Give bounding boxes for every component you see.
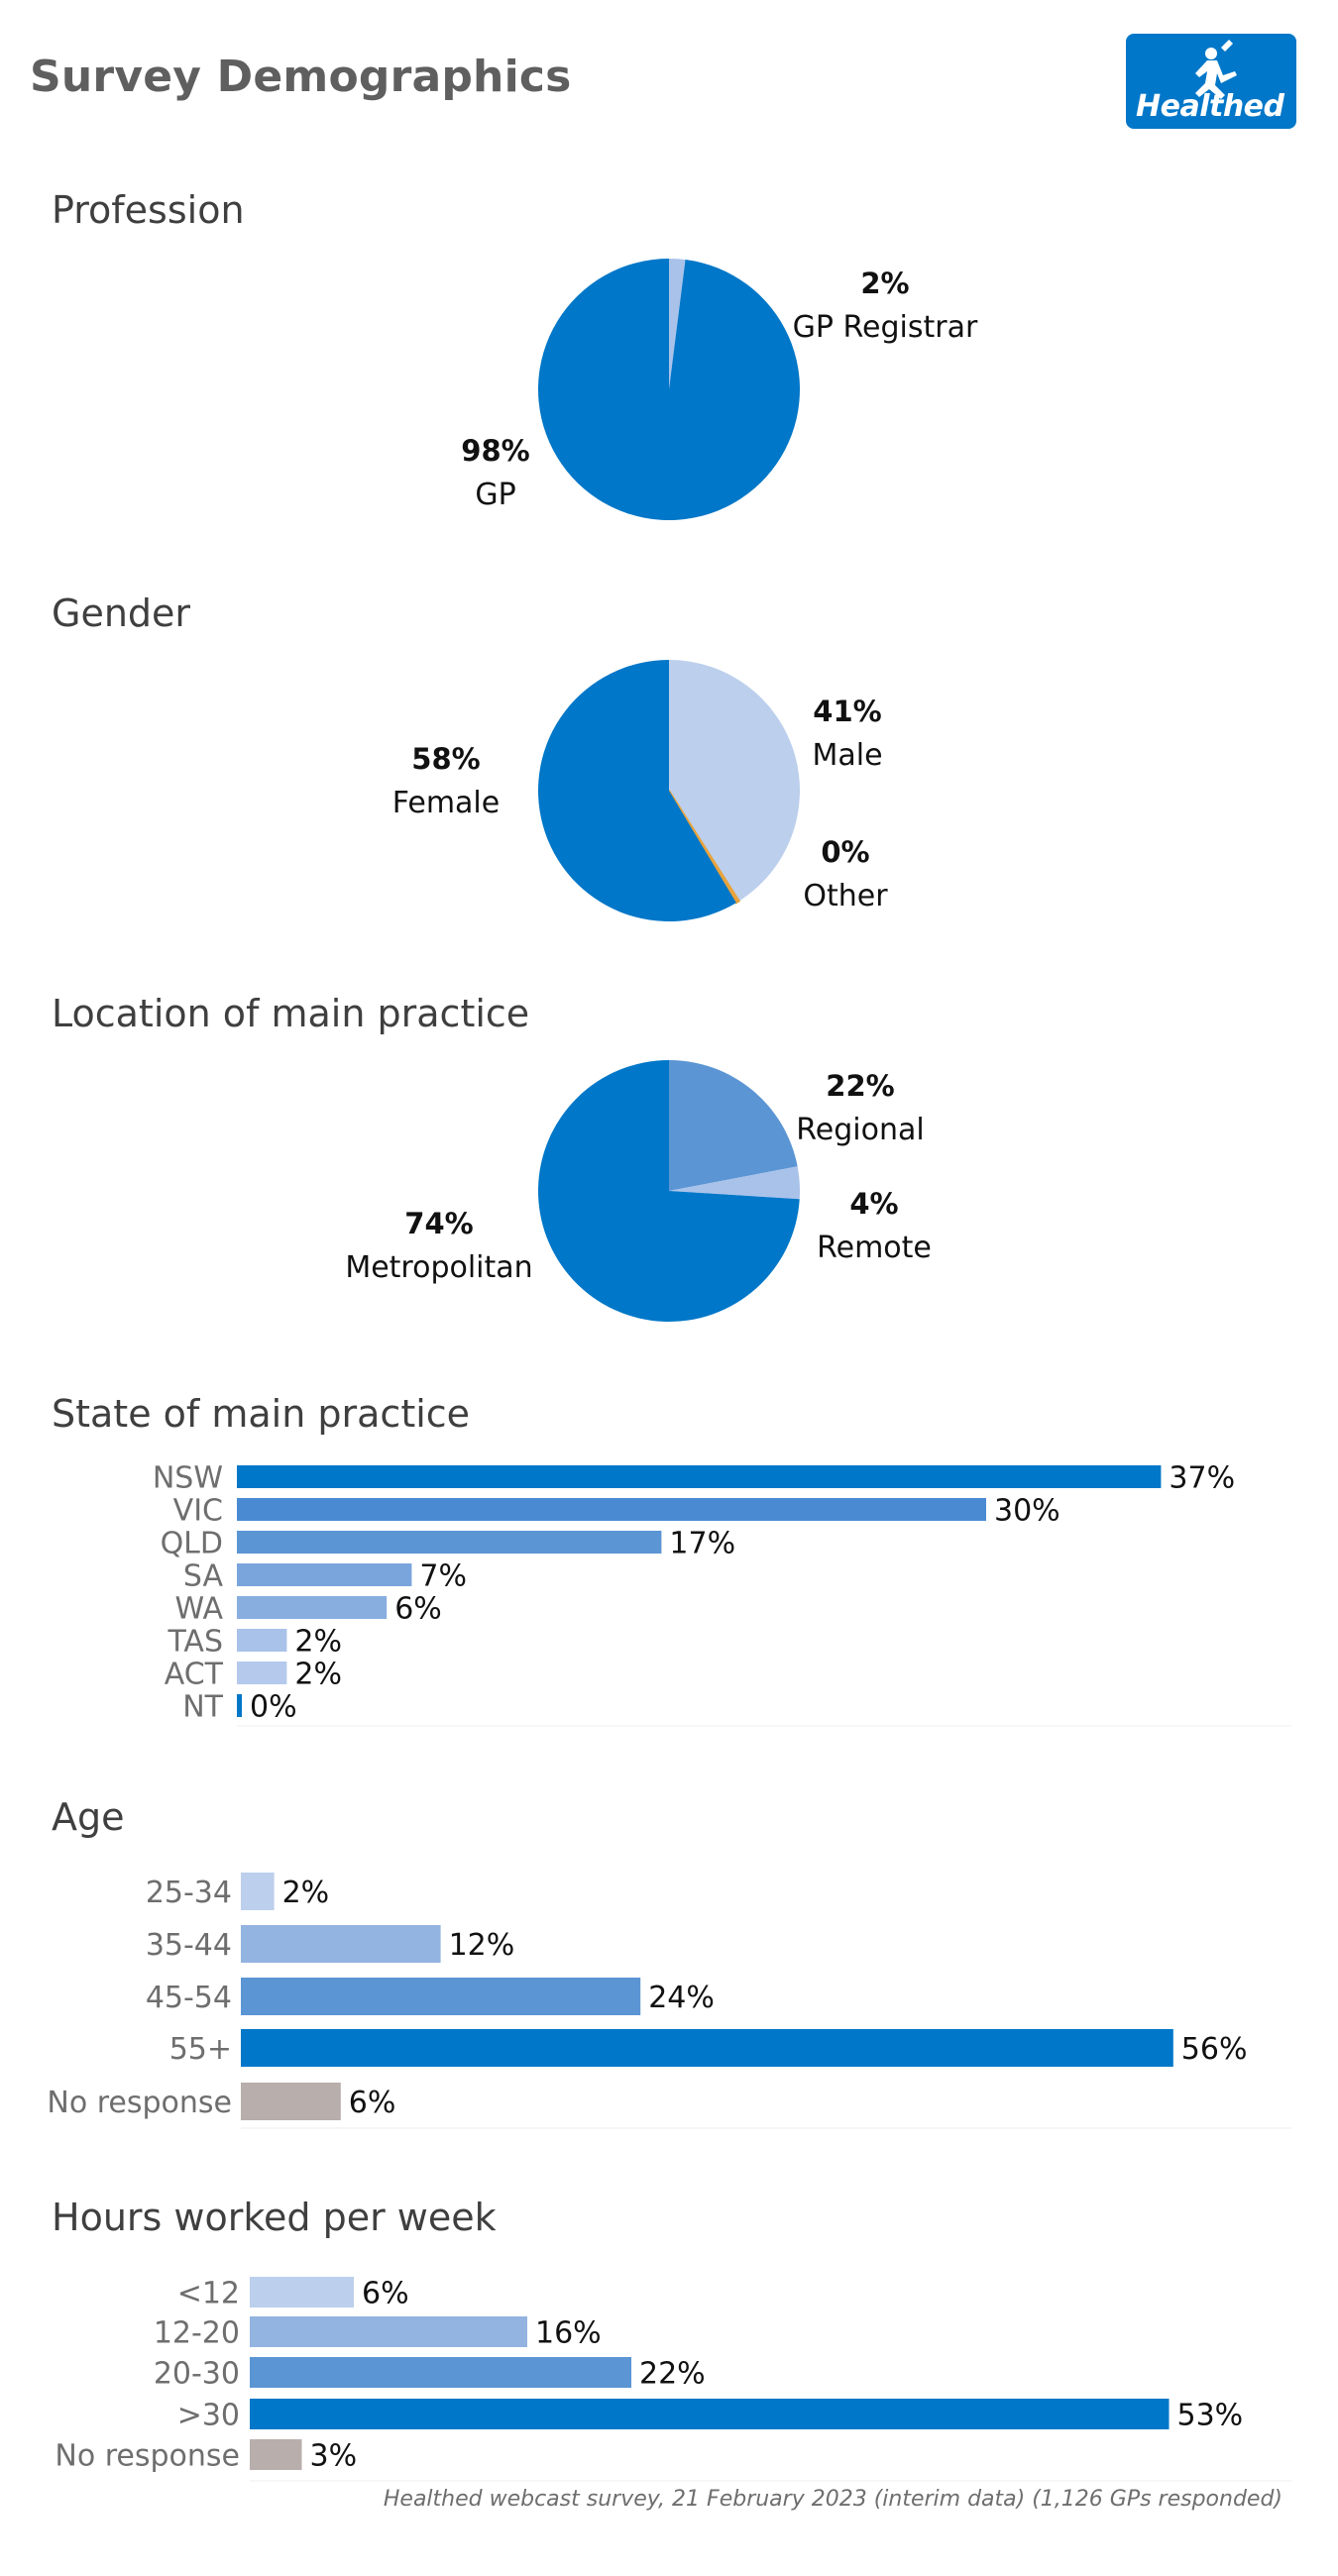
pie-slice-remote: [669, 1166, 800, 1200]
bar-20-30: [250, 2357, 631, 2388]
bar-wa: [237, 1596, 388, 1619]
value-label-35-44: 12%: [449, 1928, 515, 1963]
pie-category-label-female: Female: [392, 786, 500, 820]
pie-slice-other: [668, 790, 741, 905]
pie-value-label-gp: 98%: [461, 434, 529, 468]
bar-vic: [237, 1498, 986, 1521]
category-label-35-44: 35-44: [146, 1928, 232, 1963]
pie-slice-gp-registrar: [669, 259, 686, 389]
value-label-no-response: 6%: [349, 2086, 396, 2120]
pie-value-label-gp-registrar: 2%: [860, 267, 909, 300]
pie-value-label-other: 0%: [821, 835, 869, 869]
value-label-20-30: 22%: [639, 2357, 706, 2392]
bar-act: [237, 1662, 287, 1684]
category-label-30: >30: [177, 2399, 240, 2433]
category-label-12: <12: [177, 2277, 240, 2311]
pie-category-label-gp: GP: [475, 478, 515, 512]
bar-no-response: [250, 2439, 302, 2470]
value-label-wa: 6%: [394, 1592, 442, 1627]
value-label-tas: 2%: [294, 1625, 342, 1660]
profession-title: Profession: [52, 188, 245, 232]
category-label-no-response: No response: [47, 2086, 232, 2120]
location-pie-chart: 22% Regional 4% Remote 74% Metropolitan: [345, 1060, 932, 1322]
bar-nt: [237, 1694, 242, 1717]
pie-value-label-regional: 22%: [826, 1069, 894, 1103]
value-label-25-34: 2%: [282, 1876, 330, 1910]
category-label-45-54: 45-54: [146, 1981, 232, 2015]
value-label-30: 53%: [1177, 2399, 1244, 2433]
location-title: Location of main practice: [52, 992, 530, 1035]
value-label-qld: 17%: [669, 1527, 735, 1561]
pie-category-label-male: Male: [812, 738, 882, 773]
bar-tas: [237, 1629, 287, 1652]
pie-category-label-other: Other: [803, 879, 888, 913]
category-label-nt: NT: [182, 1690, 223, 1725]
bar-nsw: [237, 1465, 1162, 1488]
pie-category-label-gp-registrar: GP Registrar: [793, 310, 978, 345]
pie-slice-metropolitan: [538, 1060, 800, 1322]
page-title: Survey Demographics: [30, 52, 572, 102]
pie-slice-regional: [669, 1060, 798, 1191]
profession-pie-chart: 2% GP Registrar 98% GP: [461, 259, 978, 521]
value-label-55: 56%: [1181, 2032, 1248, 2067]
bar-qld: [237, 1531, 662, 1554]
pie-category-label-metropolitan: Metropolitan: [345, 1250, 532, 1285]
bar-35-44: [241, 1925, 441, 1963]
pie-value-label-female: 58%: [411, 742, 480, 776]
age-bar-chart: 25-34 2% 35-44 12% 45-54 24% 55+ 56% No response…: [47, 1873, 1291, 2129]
value-label-nsw: 37%: [1169, 1461, 1235, 1496]
pie-slice-female: [538, 660, 736, 921]
value-label-no-response: 3%: [310, 2439, 358, 2474]
value-label-45-54: 24%: [648, 1981, 715, 2015]
category-label-sa: SA: [183, 1559, 224, 1594]
bar-25-34: [241, 1873, 275, 1910]
category-label-no-response: No response: [55, 2439, 240, 2474]
state-title: State of main practice: [52, 1392, 471, 1436]
age-title: Age: [52, 1795, 125, 1839]
pie-value-label-remote: 4%: [849, 1187, 898, 1221]
pie-value-label-male: 41%: [813, 695, 881, 728]
runner-icon: [1195, 40, 1237, 99]
value-label-nt: 0%: [250, 1690, 297, 1725]
bar-30: [250, 2399, 1170, 2429]
gender-title: Gender: [52, 591, 191, 635]
value-label-vic: 30%: [994, 1494, 1060, 1529]
value-label-act: 2%: [294, 1658, 342, 1692]
category-label-vic: VIC: [173, 1494, 223, 1529]
pie-category-label-regional: Regional: [796, 1113, 924, 1147]
pie-slice-gp: [537, 259, 800, 521]
gender-pie-chart: 41% Male 0% Other 58% Female: [392, 660, 888, 921]
category-label-tas: TAS: [167, 1625, 223, 1660]
value-label-sa: 7%: [419, 1559, 467, 1594]
pie-category-label-remote: Remote: [817, 1231, 932, 1265]
bar-55: [241, 2029, 1173, 2067]
bar-sa: [237, 1563, 412, 1586]
healthed-logo: Healthed: [1126, 34, 1296, 129]
category-label-20-30: 20-30: [154, 2357, 240, 2392]
category-label-wa: WA: [174, 1592, 223, 1627]
bar-12-20: [250, 2316, 527, 2347]
category-label-55: 55+: [169, 2032, 232, 2067]
category-label-act: ACT: [165, 1658, 224, 1692]
category-label-12-20: 12-20: [154, 2316, 240, 2351]
bar-no-response: [241, 2083, 341, 2120]
bar-45-54: [241, 1978, 641, 2015]
pie-value-label-metropolitan: 74%: [404, 1207, 473, 1240]
category-label-25-34: 25-34: [146, 1876, 232, 1910]
footer-source-note: Healthed webcast survey, 21 February 202…: [383, 2487, 1282, 2512]
value-label-12-20: 16%: [535, 2316, 602, 2351]
logo-text: Healthed: [1136, 89, 1284, 124]
hours-title: Hours worked per week: [52, 2196, 497, 2239]
category-label-nsw: NSW: [153, 1461, 223, 1496]
value-label-12: 6%: [362, 2277, 409, 2311]
bar-12: [250, 2277, 354, 2308]
state-bar-chart: NSW 37% VIC 30% QLD 17% SA 7% WA 6% TAS 2% ACT 2% NT 0%: [153, 1461, 1291, 1727]
category-label-qld: QLD: [161, 1527, 223, 1561]
